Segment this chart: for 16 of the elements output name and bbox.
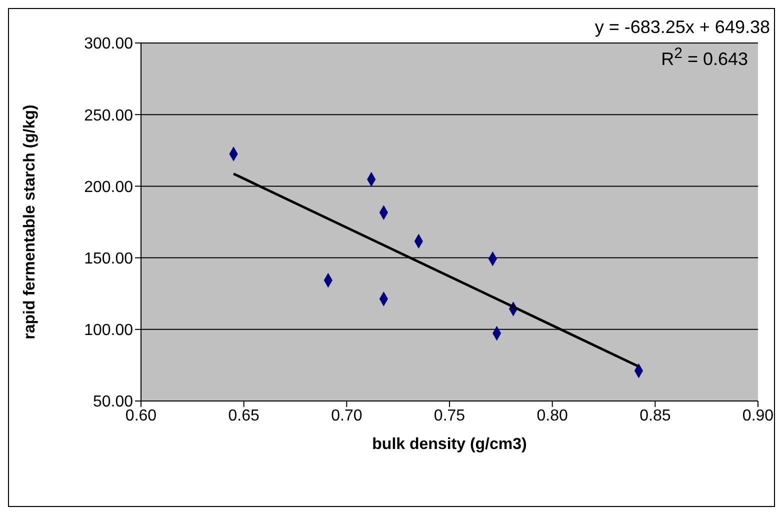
x-tick-label: 0.90	[742, 407, 774, 424]
annotation: R$^{2}$ = 0.643	[661, 45, 748, 70]
y-tick-label: 250.00	[84, 107, 134, 124]
y-axis-title: rapid fermentable starch (g/kg)	[22, 104, 39, 340]
x-tick-label: 0.70	[331, 407, 362, 424]
x-tick-label: 0.60	[125, 407, 157, 424]
y-tick-label: 200.00	[84, 178, 134, 196]
y-tick-label: 150.00	[84, 250, 134, 268]
x-tick-label: 0.80	[536, 407, 568, 424]
y-tick-label: 100.00	[84, 322, 134, 340]
x-axis-title: bulk density (g/cm3)	[372, 436, 527, 453]
x-tick-label: 0.85	[640, 407, 671, 424]
text: y = -683.25x + 649.38	[594, 17, 770, 38]
x-tick-label: 0.75	[434, 407, 466, 424]
x-tick-label: 0.65	[228, 407, 260, 424]
y-tick-label: 300.00	[84, 36, 134, 53]
